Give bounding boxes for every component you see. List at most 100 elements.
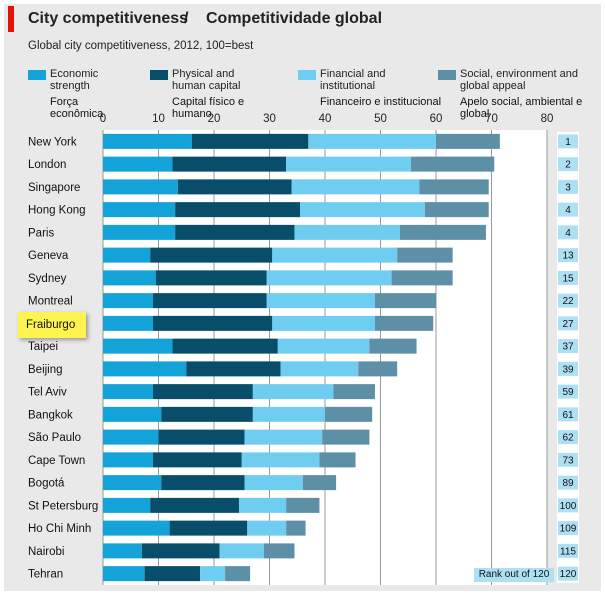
bar-segment — [436, 133, 500, 149]
category-label: Tel Aviv — [28, 387, 67, 399]
rank-badge — [558, 566, 578, 581]
rank-value: 4 — [565, 228, 571, 239]
rank-badge — [558, 293, 578, 308]
bar-segment — [369, 338, 417, 354]
bar-segment — [103, 406, 162, 422]
bar-segment — [191, 133, 309, 149]
bar-segment — [172, 156, 287, 172]
bar-segment — [177, 179, 292, 195]
category-label: Taipei — [28, 341, 58, 353]
category-label: Singapore — [28, 182, 80, 194]
bar-segment — [391, 270, 453, 286]
rank-value: 37 — [562, 342, 574, 353]
category-label: New York — [28, 136, 77, 148]
rank-value: 4 — [565, 205, 571, 216]
category-label: London — [28, 159, 66, 171]
bar-segment — [286, 156, 412, 172]
bar-segment — [286, 497, 320, 513]
bar-segment — [300, 202, 425, 218]
rank-badge — [558, 498, 578, 513]
rank-badge — [558, 339, 578, 354]
bar-segment — [150, 247, 273, 263]
category-label: Bogotá — [28, 478, 65, 490]
rank-badge — [558, 475, 578, 490]
bar-segment — [374, 293, 436, 309]
x-tick-label: 10 — [152, 113, 165, 125]
bar-segment — [152, 293, 267, 309]
bar-segment — [155, 270, 267, 286]
legend-swatch-financial — [298, 70, 316, 80]
category-label: Paris — [28, 227, 54, 239]
title-separator: / — [184, 10, 189, 27]
bar-segment — [277, 338, 370, 354]
rank-value: 89 — [562, 478, 574, 489]
category-label: Hong Kong — [28, 205, 86, 217]
bar-segment — [219, 543, 264, 559]
rank-value: 3 — [565, 182, 571, 193]
brand-tab — [8, 6, 14, 32]
bar-segment — [103, 543, 142, 559]
bar-segment — [186, 361, 281, 377]
rank-value: 1 — [565, 137, 571, 148]
rank-value: 100 — [560, 501, 577, 512]
bar-segment — [144, 566, 201, 582]
rank-badge — [558, 316, 578, 331]
rank-value: 13 — [562, 251, 574, 262]
legend-label-en: Economic strength — [50, 68, 99, 92]
category-label: Sydney — [28, 273, 67, 285]
bar-segment — [175, 224, 295, 240]
bar-segment — [103, 133, 192, 149]
bar-segment — [103, 179, 178, 195]
bar-segment — [103, 520, 170, 536]
x-tick-label: 20 — [208, 113, 221, 125]
bar-segment — [103, 497, 151, 513]
x-tick-label: 60 — [430, 113, 443, 125]
rank-badge — [558, 384, 578, 399]
bar-segment — [103, 475, 162, 491]
rank-badge — [558, 157, 578, 172]
bar-segment — [399, 224, 486, 240]
bar-segment — [244, 475, 303, 491]
legend-label-en: Social, environment and global appeal — [460, 68, 579, 92]
rank-value: 73 — [562, 455, 574, 466]
rank-badge — [558, 225, 578, 240]
category-label: St Petersburg — [28, 500, 98, 512]
x-tick-label: 0 — [100, 113, 106, 125]
bar-segment — [103, 293, 153, 309]
legend-label-pt: Apelo social, ambiental e global — [460, 96, 583, 120]
bar-segment — [266, 270, 392, 286]
bar-segment — [103, 270, 156, 286]
bar-segment — [244, 429, 323, 445]
bar-segment — [161, 406, 253, 422]
bar-segment — [302, 475, 337, 491]
bar-segment — [266, 293, 375, 309]
bar-segment — [272, 315, 375, 331]
bar-segment — [103, 429, 159, 445]
bar-segment — [286, 520, 306, 536]
rank-value: 2 — [565, 160, 571, 171]
bar-segment — [252, 406, 325, 422]
rank-badge — [558, 361, 578, 376]
rank-badge — [558, 202, 578, 217]
bar-segment — [158, 429, 245, 445]
bar-segment — [172, 338, 278, 354]
bar-segment — [280, 361, 359, 377]
bar-segment — [291, 179, 420, 195]
bar-segment — [424, 202, 489, 218]
bar-segment — [103, 156, 173, 172]
rank-column — [557, 132, 579, 583]
legend-swatch-economic — [28, 70, 46, 80]
x-tick-label: 70 — [485, 113, 498, 125]
bar-segment — [333, 384, 375, 400]
bar-segment — [103, 384, 153, 400]
category-label: Bangkok — [28, 409, 73, 421]
rank-badge — [558, 521, 578, 536]
category-label: Beijing — [28, 364, 63, 376]
rank-badge — [558, 179, 578, 194]
rank-badge — [558, 248, 578, 263]
bar-segment — [150, 497, 239, 513]
bar-segment — [322, 429, 370, 445]
bar-segment — [103, 361, 187, 377]
rank-value: 62 — [562, 433, 574, 444]
